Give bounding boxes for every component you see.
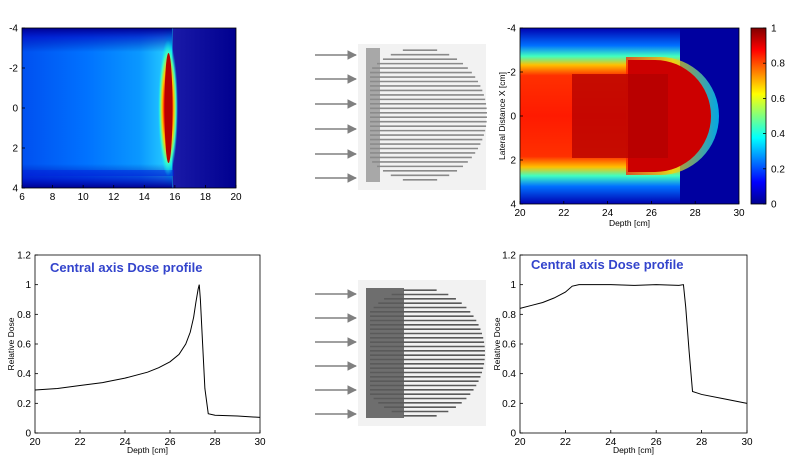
heatmap-right-x-tick-label: 24 (602, 208, 614, 219)
heatmap-left-x-ticks: 6 8 10 12 14 16 18 20 (19, 185, 242, 203)
comb-top-teeth (370, 49, 487, 181)
heatmap-left-y-ticks: -4 -2 0 2 4 (9, 24, 25, 195)
line-chart-right-x-tick-label: 30 (741, 437, 753, 448)
line-chart-left-x-tick-label: 28 (209, 437, 221, 448)
line-chart-left-x-tick-label: 22 (74, 437, 86, 448)
line-chart-right-x-ticks: 20 22 24 26 28 30 (514, 430, 753, 448)
line-chart-left-y-tick-label: 0.2 (17, 399, 31, 410)
heatmap-left-x-tick-label: 18 (200, 192, 212, 203)
heatmap-right-ylabel: Lateral Distance X [cm] (497, 72, 507, 160)
line-chart-left-x-ticks: 20 22 24 26 28 30 (29, 430, 266, 448)
colorbar-y-tick-label: 1 (771, 24, 777, 35)
heatmap-right-x-tick-label: 30 (733, 208, 745, 219)
line-chart-left-y-tick-label: 0.4 (17, 369, 31, 380)
heatmap-left-y-tick-label: -2 (9, 64, 18, 75)
heatmap-right-y-tick-label: -2 (507, 68, 516, 79)
heatmap-left-x-tick-label: 20 (230, 192, 242, 203)
colorbar-ticks: 1 0.8 0.6 0.4 0.2 0 (763, 24, 785, 211)
line-chart-right-y-tick-label: 0.8 (502, 310, 516, 321)
line-chart-left-y-tick-label: 0 (25, 429, 31, 440)
heatmap-right-x-ticks: 20 22 24 26 28 30 (514, 201, 745, 219)
heatmap-left-peak-core (164, 53, 173, 163)
colorbar-y-tick-label: 0.8 (771, 59, 785, 70)
heatmap-left-lower-band (22, 170, 174, 176)
colorbar-gradient (750, 27, 767, 205)
line-chart-left-x-tick-label: 30 (254, 437, 266, 448)
line-chart-left-y-ticks: 1.2 1 0.8 0.6 0.4 0.2 0 (17, 251, 38, 440)
line-chart-left-annotation: Central axis Dose profile (50, 260, 202, 275)
heatmap-right-x-tick-label: 26 (646, 208, 658, 219)
colorbar-y-tick-label: 0 (771, 200, 777, 211)
heatmap-left (21, 27, 237, 189)
line-chart-left-xlabel: Depth [cm] (127, 445, 168, 455)
line-chart-left-ylabel: Relative Dose (6, 317, 16, 370)
line-chart-right-y-tick-label: 1.2 (502, 251, 516, 262)
heatmap-left-x-tick-label: 16 (169, 192, 181, 203)
heatmap-left-y-tick-label: -4 (9, 24, 18, 35)
line-chart-left-x-tick-label: 24 (119, 437, 131, 448)
comb-diagram-bottom (358, 280, 486, 426)
heatmap-left-x-tick-label: 12 (108, 192, 120, 203)
line-chart-left-y-tick-label: 0.8 (17, 310, 31, 321)
line-chart-right-ylabel: Relative Dose (492, 317, 502, 370)
heatmap-right (519, 27, 740, 205)
line-chart-left-x-tick-label: 26 (164, 437, 176, 448)
line-chart-right-xlabel: Depth [cm] (613, 445, 654, 455)
beam-arrows-bottom (315, 289, 357, 419)
line-chart-right-y-tick-label: 0 (510, 429, 516, 440)
line-chart-left-y-tick-label: 0.6 (17, 340, 31, 351)
line-chart-right-x-tick-label: 28 (696, 437, 708, 448)
line-chart-right-y-tick-label: 0.6 (502, 340, 516, 351)
line-chart-right-x-tick-label: 26 (651, 437, 663, 448)
colorbar-y-tick-label: 0.6 (771, 94, 785, 105)
line-chart-right-series (519, 284, 748, 404)
heatmap-left-y-tick-label: 2 (12, 144, 18, 155)
line-chart-right-x-tick-label: 20 (514, 437, 526, 448)
heatmap-right-y-tick-label: -4 (507, 24, 516, 35)
beam-arrows-top (315, 50, 357, 183)
heatmap-right-x-tick-label: 28 (690, 208, 702, 219)
heatmap-left-y-tick-label: 4 (12, 184, 18, 195)
heatmap-right-y-ticks: -4 -2 0 2 4 (507, 24, 523, 211)
line-chart-right-y-tick-label: 0.2 (502, 399, 516, 410)
line-chart-left-y-tick-label: 1 (25, 280, 31, 291)
line-chart-left-y-tick-label: 1.2 (17, 251, 31, 262)
heatmap-right-y-tick-label: 0 (510, 112, 516, 123)
line-chart-right-x-tick-label: 24 (605, 437, 617, 448)
comb-bottom-base-block (366, 288, 404, 418)
line-chart-right-frame (519, 254, 748, 434)
heatmap-right-xlabel: Depth [cm] (609, 218, 650, 228)
heatmap-right-x-tick-label: 20 (514, 208, 526, 219)
line-chart-right-y-tick-label: 1 (510, 280, 516, 291)
colorbar-y-tick-label: 0.4 (771, 129, 785, 140)
comb-bottom-teeth (370, 289, 485, 417)
colorbar (750, 27, 767, 205)
line-chart-right-x-tick-label: 22 (560, 437, 572, 448)
line-chart-right-annotation: Central axis Dose profile (531, 257, 683, 272)
line-chart-left-frame (34, 254, 261, 434)
heatmap-left-x-tick-label: 10 (78, 192, 90, 203)
heatmap-right-y-tick-label: 4 (510, 200, 516, 211)
line-chart-left-series (34, 284, 261, 418)
heatmap-right-y-tick-label: 2 (510, 156, 516, 167)
heatmap-right-x-tick-label: 22 (558, 208, 570, 219)
line-chart-right: Central axis Dose profile (519, 254, 748, 434)
line-chart-right-y-tick-label: 0.4 (502, 369, 516, 380)
heatmap-left-y-tick-label: 0 (12, 104, 18, 115)
heatmap-left-edge-fade (22, 28, 172, 188)
heatmap-left-x-tick-label: 6 (19, 192, 25, 203)
line-chart-right-y-ticks: 1.2 1 0.8 0.6 0.4 0.2 0 (502, 251, 523, 440)
line-chart-left: Central axis Dose profile (34, 254, 261, 434)
heatmap-left-x-tick-label: 14 (139, 192, 151, 203)
comb-diagram-top (358, 44, 487, 190)
colorbar-y-tick-label: 0.2 (771, 164, 785, 175)
line-chart-left-x-tick-label: 20 (29, 437, 41, 448)
heatmap-left-x-tick-label: 8 (50, 192, 56, 203)
heatmap-right-central-band (572, 74, 668, 158)
